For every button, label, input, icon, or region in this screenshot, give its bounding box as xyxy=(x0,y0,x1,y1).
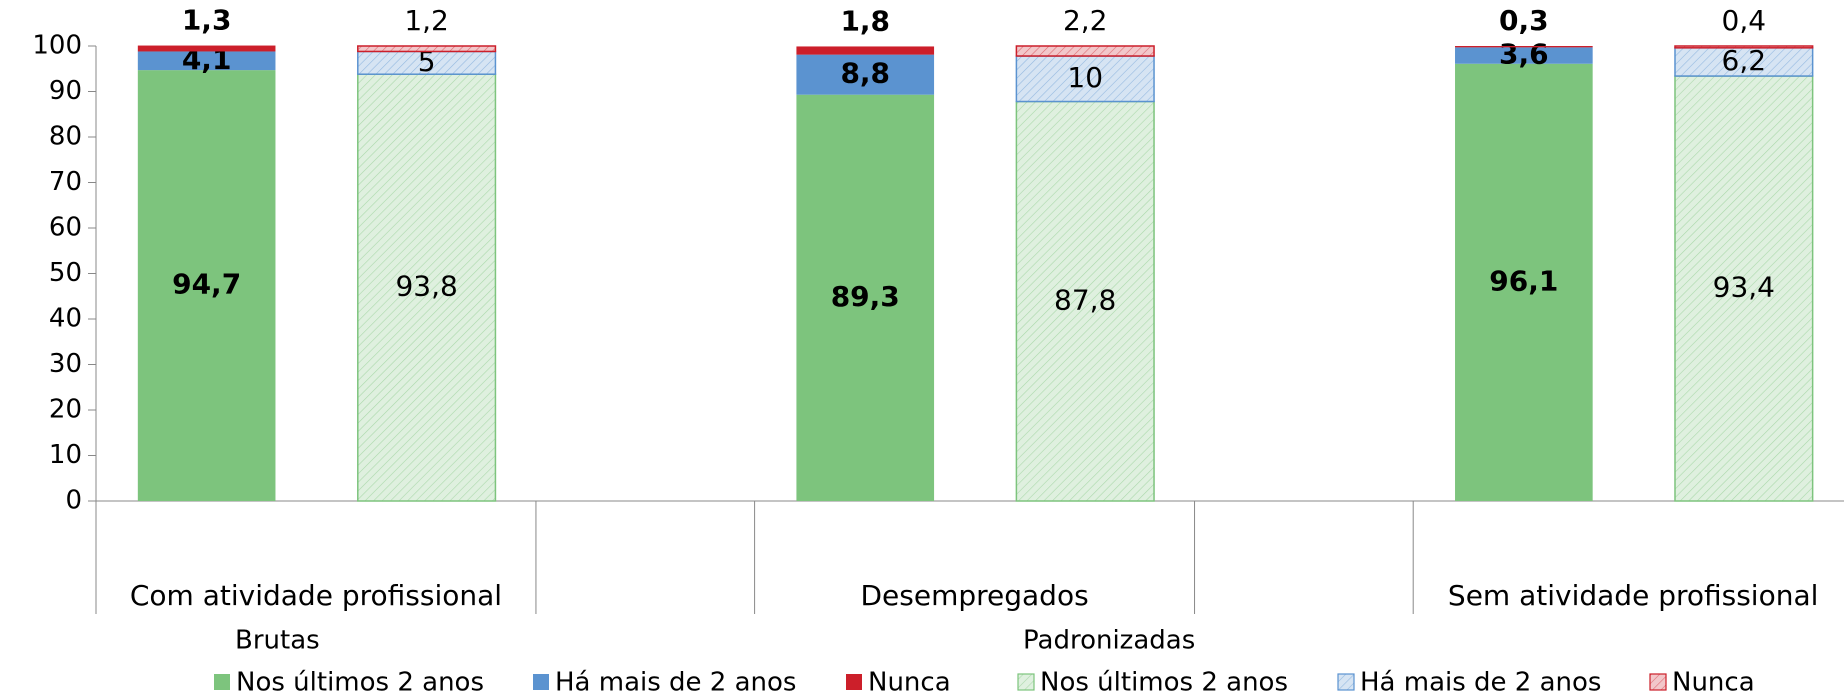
data-label: 96,1 xyxy=(1489,264,1558,297)
bar-segment xyxy=(1455,47,1593,64)
legend-swatch xyxy=(846,674,862,690)
y-tick-label: 60 xyxy=(49,213,82,243)
bar-segment xyxy=(1674,75,1814,502)
data-label: 1,3 xyxy=(182,4,232,37)
legend-label: Há mais de 2 anos xyxy=(1360,668,1601,695)
data-label: 94,7 xyxy=(172,268,241,301)
legend-label: Nos últimos 2 anos xyxy=(236,668,484,695)
data-label: 0,3 xyxy=(1499,4,1549,37)
y-tick-label: 0 xyxy=(65,486,82,516)
legend-label: Nunca xyxy=(868,668,951,695)
data-label: 1,8 xyxy=(840,4,890,37)
legend-group-title: Padronizadas xyxy=(1023,626,1195,656)
legend-label: Há mais de 2 anos xyxy=(555,668,796,695)
legend-label: Nunca xyxy=(1672,668,1755,695)
legend-swatch xyxy=(1017,673,1035,691)
bar-segment xyxy=(1674,45,1814,49)
legend-swatch xyxy=(1337,673,1355,691)
bar-segment xyxy=(357,73,497,502)
bar-segment xyxy=(796,46,935,55)
bar-segment xyxy=(1015,100,1155,502)
y-tick-label: 10 xyxy=(49,440,82,470)
bar-segment xyxy=(1455,46,1593,48)
legend-swatch xyxy=(1649,673,1667,691)
bar-segment xyxy=(137,45,276,52)
x-tick-label: Com atividade profissional xyxy=(130,579,502,612)
y-tick-label: 100 xyxy=(32,31,82,61)
bar-segment xyxy=(357,45,497,53)
bar-segment xyxy=(1015,45,1155,57)
x-tick-label: Sem atividade profissional xyxy=(1448,579,1818,612)
y-tick-label: 80 xyxy=(49,122,82,152)
legend-group-title: Brutas xyxy=(235,626,320,656)
legend-swatch xyxy=(533,674,549,690)
data-label: 2,2 xyxy=(1063,4,1108,37)
bar-segment xyxy=(1455,63,1593,502)
bar-segment xyxy=(137,51,276,71)
data-label: 3,6 xyxy=(1499,38,1549,71)
data-label: 93,4 xyxy=(1713,271,1775,304)
data-label: 0,4 xyxy=(1722,4,1767,37)
data-label: 8,8 xyxy=(840,57,890,90)
data-label: 6,2 xyxy=(1722,44,1767,77)
bar-segment xyxy=(1015,55,1155,103)
bar-segment xyxy=(796,54,935,95)
data-label: 89,3 xyxy=(831,280,900,313)
y-tick-label: 30 xyxy=(49,349,82,379)
bar-segment xyxy=(796,94,935,501)
y-tick-label: 50 xyxy=(49,258,82,288)
bar-segment xyxy=(137,70,276,502)
data-label: 1,2 xyxy=(404,4,449,37)
data-label: 87,8 xyxy=(1054,283,1116,316)
y-tick-label: 20 xyxy=(49,395,82,425)
data-label: 5 xyxy=(418,45,436,78)
x-tick-label: Desempregados xyxy=(860,579,1088,612)
data-label: 10 xyxy=(1067,61,1103,94)
data-label: 93,8 xyxy=(395,270,457,303)
y-tick-label: 90 xyxy=(49,76,82,106)
bar-segment xyxy=(1674,47,1814,77)
y-tick-label: 70 xyxy=(49,167,82,197)
y-tick-label: 40 xyxy=(49,304,82,334)
legend-swatch xyxy=(214,674,230,690)
legend-label: Nos últimos 2 anos xyxy=(1040,668,1288,695)
